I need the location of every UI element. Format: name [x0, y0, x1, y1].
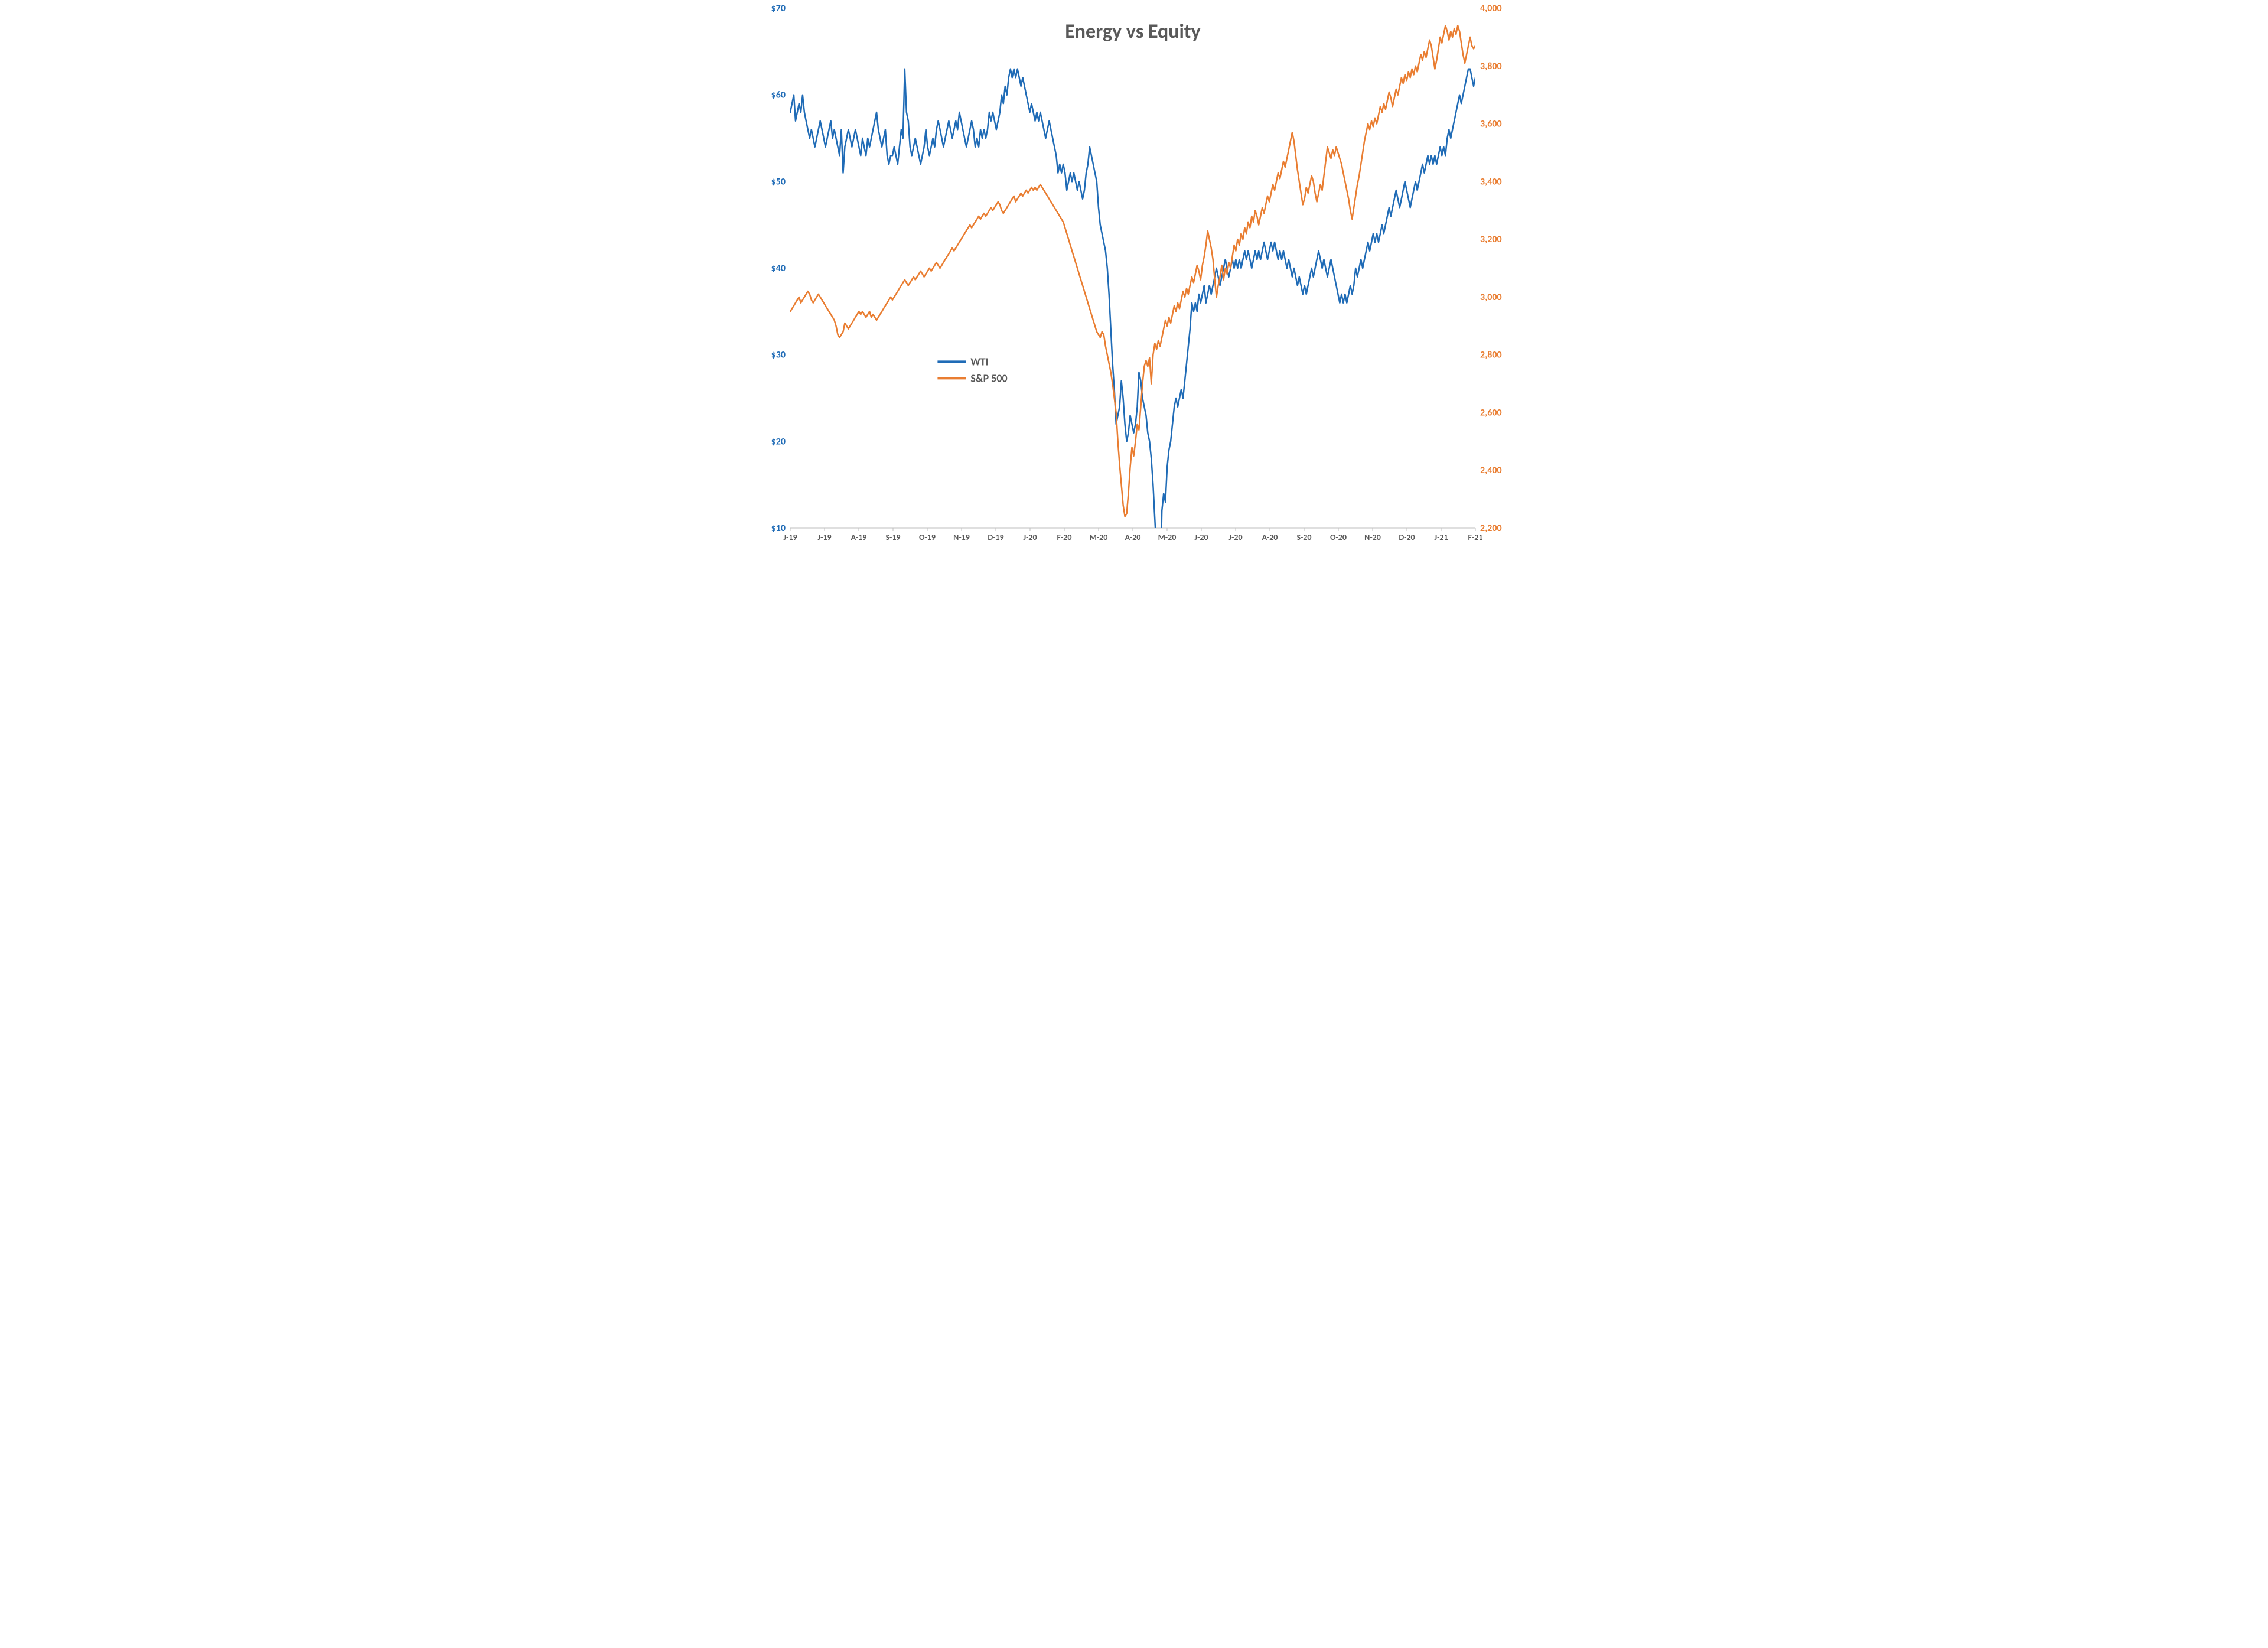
- x-tick-label: F-21: [1468, 532, 1483, 542]
- legend-label: WTI: [970, 355, 988, 368]
- x-tick-label: J-20: [1228, 532, 1242, 542]
- y-left-tick-label: $30: [771, 350, 786, 361]
- y-left-tick-label: $70: [771, 3, 786, 14]
- x-tick-label: A-20: [1262, 532, 1278, 542]
- x-tick-label: J-19: [817, 532, 831, 542]
- x-tick-label: S-20: [1296, 532, 1311, 542]
- x-tick-label: M-20: [1090, 532, 1108, 542]
- y-left-tick-label: $60: [771, 90, 786, 101]
- x-tick-label: J-20: [1194, 532, 1208, 542]
- x-tick-label: O-19: [919, 532, 936, 542]
- x-tick-label: J-20: [1023, 532, 1037, 542]
- y-left-tick-label: $40: [771, 263, 786, 274]
- y-left-tick-label: $20: [771, 436, 786, 447]
- y-right-tick-label: 2,400: [1480, 465, 1502, 476]
- x-tick-label: F-20: [1057, 532, 1072, 542]
- x-tick-label: A-19: [851, 532, 867, 542]
- x-tick-label: N-20: [1364, 532, 1381, 542]
- x-tick-label: J-19: [783, 532, 797, 542]
- x-tick-label: D-19: [988, 532, 1003, 542]
- x-tick-label: A-20: [1125, 532, 1141, 542]
- chart-svg: Energy vs Equity$10$20$30$40$50$60$702,2…: [756, 0, 1512, 549]
- y-right-tick-label: 4,000: [1480, 3, 1502, 14]
- chart-background: [756, 0, 1512, 549]
- x-tick-label: S-19: [885, 532, 900, 542]
- legend-label: S&P 500: [970, 372, 1007, 385]
- y-right-tick-label: 2,800: [1480, 350, 1502, 361]
- y-right-tick-label: 2,600: [1480, 407, 1502, 418]
- x-tick-label: O-20: [1330, 532, 1347, 542]
- chart-title: Energy vs Equity: [1065, 19, 1201, 44]
- x-tick-label: N-19: [953, 532, 970, 542]
- y-right-tick-label: 2,200: [1480, 523, 1502, 534]
- y-right-tick-label: 3,000: [1480, 292, 1502, 303]
- y-right-tick-label: 3,400: [1480, 176, 1502, 187]
- y-right-tick-label: 3,200: [1480, 234, 1502, 245]
- y-left-tick-label: $50: [771, 176, 786, 187]
- x-tick-label: M-20: [1158, 532, 1177, 542]
- y-right-tick-label: 3,600: [1480, 119, 1502, 130]
- chart-container: Energy vs Equity$10$20$30$40$50$60$702,2…: [756, 0, 1512, 549]
- x-tick-label: D-20: [1399, 532, 1415, 542]
- y-right-tick-label: 3,800: [1480, 61, 1502, 72]
- x-tick-label: J-21: [1434, 532, 1448, 542]
